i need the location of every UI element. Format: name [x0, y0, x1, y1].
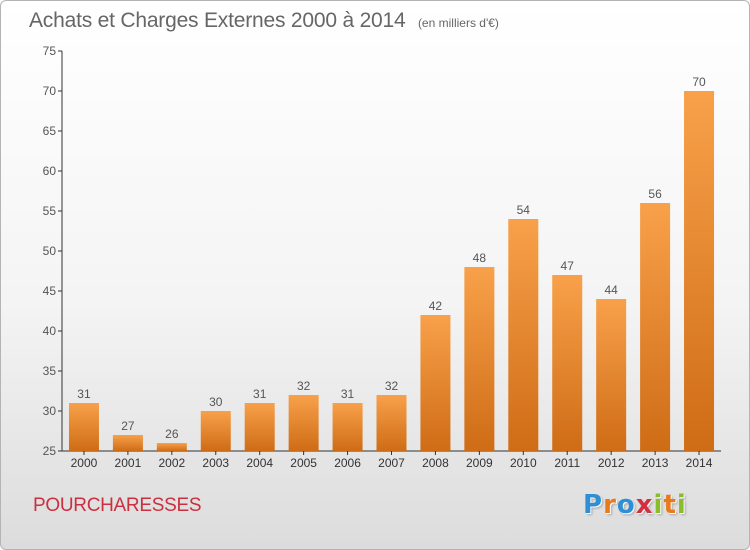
y-tick-label: 60	[43, 164, 57, 178]
bar-value-label: 26	[165, 427, 179, 441]
bar	[464, 267, 495, 451]
bar	[244, 403, 275, 451]
title-row: Achats et Charges Externes 2000 à 2014 (…	[29, 9, 499, 33]
commune-name: POURCHARESSES	[33, 495, 202, 516]
x-tick-label: 2010	[510, 456, 537, 470]
x-tick-label: 2011	[554, 456, 580, 470]
x-tick-label: 2000	[71, 456, 98, 470]
y-tick-label: 30	[43, 404, 57, 418]
y-tick-label: 45	[43, 284, 57, 298]
x-tick-label: 2004	[246, 456, 273, 470]
bar-value-label: 31	[77, 387, 91, 401]
bar	[332, 403, 363, 451]
bar-value-label: 44	[604, 283, 618, 297]
x-tick-label: 2013	[642, 456, 669, 470]
bar	[68, 403, 99, 451]
bar-value-label: 56	[648, 187, 662, 201]
x-tick-label: 2007	[378, 456, 405, 470]
bar-value-label: 30	[209, 395, 223, 409]
x-tick-label: 2012	[598, 456, 625, 470]
y-tick-label: 65	[43, 124, 57, 138]
bar-value-label: 47	[561, 259, 575, 273]
bar	[552, 275, 583, 451]
bar-value-label: 54	[517, 203, 531, 217]
bar	[156, 443, 187, 451]
bar-value-label: 31	[341, 387, 355, 401]
logo-letter: P	[583, 490, 604, 520]
y-tick-label: 40	[43, 324, 57, 338]
logo-letter: i	[653, 490, 664, 520]
bar	[200, 411, 231, 451]
x-tick-label: 2005	[290, 456, 317, 470]
proxiti-logo[interactable]: Proxiti	[583, 490, 687, 520]
logo-letter: i	[676, 490, 687, 520]
y-tick-label: 35	[43, 364, 57, 378]
bar-value-label: 32	[297, 379, 311, 393]
bar	[640, 203, 671, 451]
bar-value-label: 42	[429, 299, 443, 313]
bar-value-label: 70	[692, 75, 706, 89]
y-tick-label: 55	[43, 204, 57, 218]
bar-value-label: 31	[253, 387, 267, 401]
y-tick-label: 75	[43, 44, 57, 58]
bar	[420, 315, 451, 451]
x-tick-label: 2006	[334, 456, 361, 470]
bar	[508, 219, 539, 451]
chart-subtitle: (en milliers d'€)	[417, 16, 499, 30]
chart-title: Achats et Charges Externes 2000 à 2014	[29, 9, 406, 32]
x-tick-label: 2008	[422, 456, 449, 470]
bar-value-label: 48	[473, 251, 487, 265]
y-tick-label: 70	[43, 84, 57, 98]
y-tick-label: 50	[43, 244, 57, 258]
logo-letter: r	[603, 490, 617, 520]
x-tick-label: 2001	[115, 456, 142, 470]
x-tick-label: 2014	[686, 456, 713, 470]
x-tick-label: 2009	[466, 456, 493, 470]
y-tick-label: 25	[43, 444, 57, 458]
bar	[288, 395, 319, 451]
x-tick-label: 2003	[202, 456, 229, 470]
bar-value-label: 32	[385, 379, 399, 393]
logo-letter: x	[635, 490, 654, 520]
bar	[684, 91, 715, 451]
x-tick-label: 2002	[158, 456, 185, 470]
bar	[596, 299, 627, 451]
bar	[376, 395, 407, 451]
bar	[112, 435, 143, 451]
bar-value-label: 27	[121, 419, 135, 433]
logo-letter: t	[663, 490, 677, 520]
logo-letter: o	[616, 490, 636, 520]
